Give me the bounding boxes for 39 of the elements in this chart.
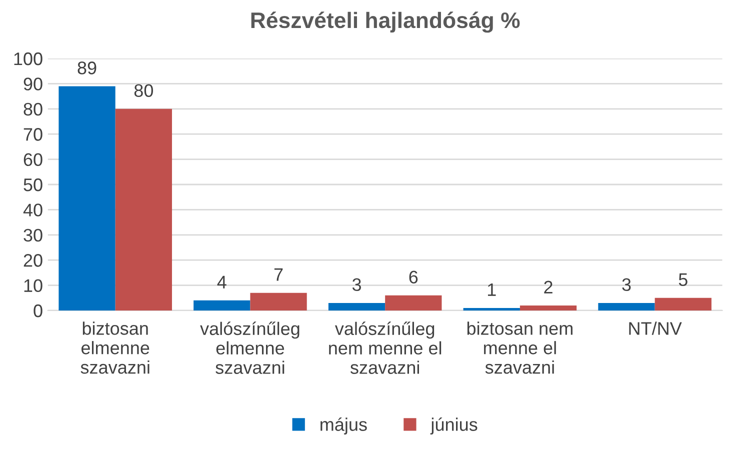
bar bbox=[463, 308, 520, 310]
bar bbox=[520, 305, 577, 310]
data-label: 1 bbox=[488, 283, 496, 296]
y-tick-label: 40 bbox=[23, 204, 42, 216]
data-label: 5 bbox=[678, 273, 688, 286]
y-tick-label: 100 bbox=[14, 52, 42, 66]
bar bbox=[58, 86, 116, 310]
data-label: 2 bbox=[544, 280, 552, 294]
chart-title: Részvételi hajlandóság % bbox=[251, 12, 520, 33]
x-tick-label: NT/NV bbox=[629, 322, 682, 335]
bar bbox=[194, 300, 250, 310]
bar bbox=[598, 302, 655, 310]
data-label: 6 bbox=[409, 270, 418, 284]
data-label: 4 bbox=[217, 276, 226, 288]
x-tick-label: valószínűleg elmenne szavazni bbox=[200, 322, 300, 374]
data-label: 3 bbox=[352, 278, 361, 292]
y-tick-label: 70 bbox=[24, 128, 42, 141]
data-label: 80 bbox=[134, 84, 153, 97]
data-label: 3 bbox=[622, 278, 631, 292]
bar bbox=[385, 295, 442, 310]
data-label: 89 bbox=[78, 62, 96, 74]
y-tick-label: 20 bbox=[24, 254, 42, 267]
bar bbox=[115, 108, 172, 310]
legend-label: június bbox=[430, 417, 478, 435]
y-tick-label: 0 bbox=[34, 304, 42, 318]
data-label: 7 bbox=[274, 268, 283, 281]
bar bbox=[654, 298, 712, 310]
legend-label: május bbox=[320, 417, 367, 435]
x-tick-label: valószínűleg nem menne el szavazni bbox=[329, 322, 442, 374]
bar bbox=[250, 292, 307, 310]
x-tick-label: biztosan nem menne el szavazni bbox=[467, 322, 572, 374]
y-tick-label: 30 bbox=[24, 228, 42, 242]
y-tick-label: 10 bbox=[24, 279, 42, 292]
y-tick-label: 50 bbox=[24, 178, 42, 192]
y-tick-label: 90 bbox=[24, 78, 42, 90]
x-tick-label: biztosan elmenne szavazni bbox=[80, 322, 150, 374]
y-tick-label: 60 bbox=[24, 153, 42, 166]
y-tick-label: 80 bbox=[24, 102, 42, 116]
bar bbox=[328, 302, 386, 310]
